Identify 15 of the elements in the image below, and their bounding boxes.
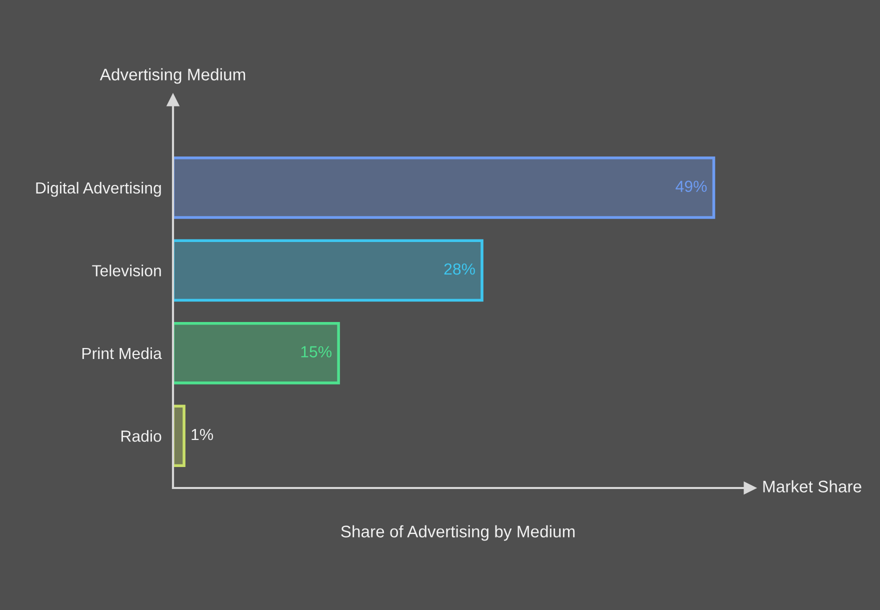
bar	[173, 322, 340, 384]
bar	[173, 404, 186, 468]
text: Share of Advertising by Medium	[341, 525, 575, 541]
y-tick-label: Radio	[121, 430, 162, 442]
data-label: 15%	[301, 346, 332, 358]
y-axis-title: Advertising Medium	[100, 68, 246, 84]
data-label: 49%	[676, 180, 707, 192]
y-tick-label: Television	[92, 264, 161, 276]
x-axis-title: Market Share	[763, 480, 862, 492]
bar	[173, 239, 484, 302]
y-tick-label: Print Media	[82, 347, 162, 360]
data-label: 28%	[444, 263, 475, 275]
bar	[173, 156, 716, 219]
y-tick-label: Digital Advertising	[36, 182, 161, 197]
data-label: 1%	[192, 428, 214, 440]
